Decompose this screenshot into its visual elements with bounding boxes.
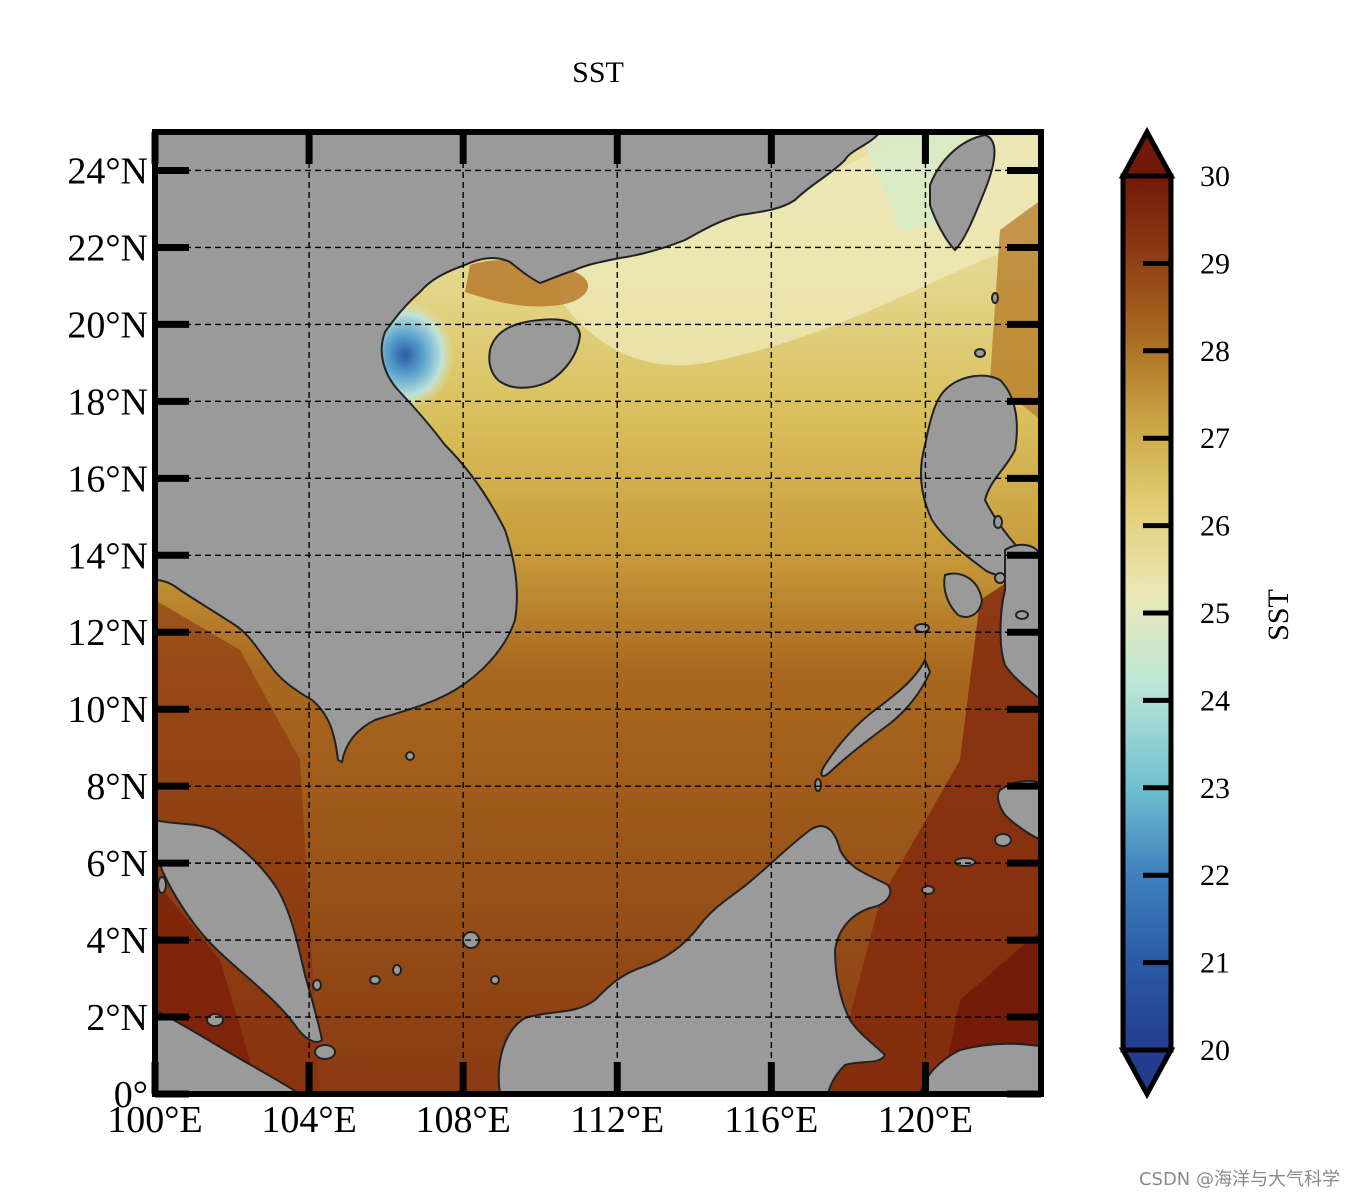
x-tick-labels: 100°E 104°E 108°E 112°E 116°E 120°E bbox=[107, 1099, 973, 1141]
land-island-a bbox=[954, 857, 976, 867]
colorbar: 20 21 22 23 24 25 26 27 28 29 30 SST bbox=[1118, 126, 1295, 1100]
y-tick-label: 24°N bbox=[67, 150, 148, 192]
land-island-i bbox=[312, 979, 322, 991]
warm-luzon-strait bbox=[990, 200, 1041, 420]
x-tick-label: 112°E bbox=[570, 1099, 664, 1141]
land-island-r bbox=[157, 876, 167, 894]
land-island-h bbox=[392, 964, 402, 976]
land-island-g bbox=[369, 975, 381, 985]
warm-east-patch bbox=[830, 560, 1041, 1094]
y-tick-label: 0° bbox=[114, 1074, 148, 1116]
y-tick-label: 6°N bbox=[86, 843, 148, 885]
y-tick-label: 16°N bbox=[67, 458, 148, 500]
colorbar-label: SST bbox=[1262, 589, 1295, 641]
map-panel bbox=[155, 132, 1041, 1094]
x-tick-label: 120°E bbox=[878, 1099, 973, 1141]
chart-title: SST bbox=[572, 56, 624, 89]
colorbar-tick-label: 23 bbox=[1200, 772, 1230, 805]
land-island-n bbox=[994, 572, 1006, 584]
x-tick-label: 108°E bbox=[415, 1099, 510, 1141]
map-ticks bbox=[151, 132, 1041, 1098]
y-tick-label: 4°N bbox=[86, 920, 148, 962]
land-island-o bbox=[1015, 610, 1029, 620]
land-island-d bbox=[974, 348, 986, 358]
land-island-k bbox=[206, 1013, 224, 1027]
land-borneo bbox=[497, 825, 892, 1094]
land-visayas bbox=[999, 543, 1041, 702]
land-island-b bbox=[994, 833, 1012, 847]
land-malay-peninsula bbox=[155, 818, 324, 1043]
land-island-l bbox=[314, 1044, 336, 1060]
y-tick-label: 18°N bbox=[67, 381, 148, 423]
land-island-j bbox=[490, 975, 500, 985]
colorbar-tick-label: 24 bbox=[1200, 684, 1230, 717]
land-hainan bbox=[488, 318, 582, 389]
land-island-e bbox=[991, 292, 999, 304]
colorbar-tick-label: 30 bbox=[1200, 160, 1230, 193]
colorbar-tick-label: 28 bbox=[1200, 335, 1230, 368]
y-tick-label: 2°N bbox=[86, 997, 148, 1039]
colorbar-tick-label: 21 bbox=[1200, 947, 1230, 980]
x-tick-label: 116°E bbox=[724, 1099, 818, 1141]
gridlines bbox=[155, 132, 1041, 1094]
land-sumatra bbox=[155, 1008, 302, 1094]
land-taiwan bbox=[929, 133, 996, 252]
y-tick-label: 10°N bbox=[67, 689, 148, 731]
land-mainland bbox=[155, 132, 882, 764]
y-tick-label: 8°N bbox=[86, 766, 148, 808]
x-tick-label: 100°E bbox=[107, 1099, 202, 1141]
colorbar-tick-label: 26 bbox=[1200, 510, 1230, 543]
x-tick-label: 104°E bbox=[261, 1099, 356, 1141]
y-tick-label: 20°N bbox=[67, 304, 148, 346]
land-island-f bbox=[405, 751, 415, 761]
y-tick-label: 14°N bbox=[67, 535, 148, 577]
land-island-m bbox=[993, 515, 1003, 529]
colorbar-extend-top bbox=[1118, 126, 1176, 179]
colorbar-extend-bottom bbox=[1118, 1047, 1176, 1100]
colorbar-tick-label: 27 bbox=[1200, 422, 1230, 455]
colorbar-tick-label: 25 bbox=[1200, 597, 1230, 630]
y-tick-labels: 0° 2°N 4°N 6°N 8°N 10°N 12°N 14°N 16°N 18°N 20°N 22… bbox=[67, 150, 148, 1116]
colorbar-tick-label: 22 bbox=[1200, 859, 1230, 892]
colorbar-tick-label: 20 bbox=[1200, 1034, 1230, 1067]
watermark: CSDN @海洋与大气科学 bbox=[1138, 1169, 1340, 1190]
land-island-c bbox=[921, 885, 935, 895]
map-frame bbox=[152, 129, 1044, 1097]
y-tick-label: 12°N bbox=[67, 612, 148, 654]
land-palawan bbox=[820, 657, 932, 777]
land-sulawesi bbox=[918, 1042, 1041, 1094]
y-tick-label: 22°N bbox=[67, 227, 148, 269]
land-mindanao bbox=[996, 779, 1041, 842]
colorbar-ticks: 20 21 22 23 24 25 26 27 28 29 30 bbox=[1143, 160, 1230, 1067]
colorbar-tick-label: 29 bbox=[1200, 247, 1230, 280]
land bbox=[155, 132, 1041, 1094]
land-island-q bbox=[814, 778, 822, 792]
land-island-p bbox=[914, 623, 930, 633]
land-mindoro bbox=[943, 572, 984, 618]
